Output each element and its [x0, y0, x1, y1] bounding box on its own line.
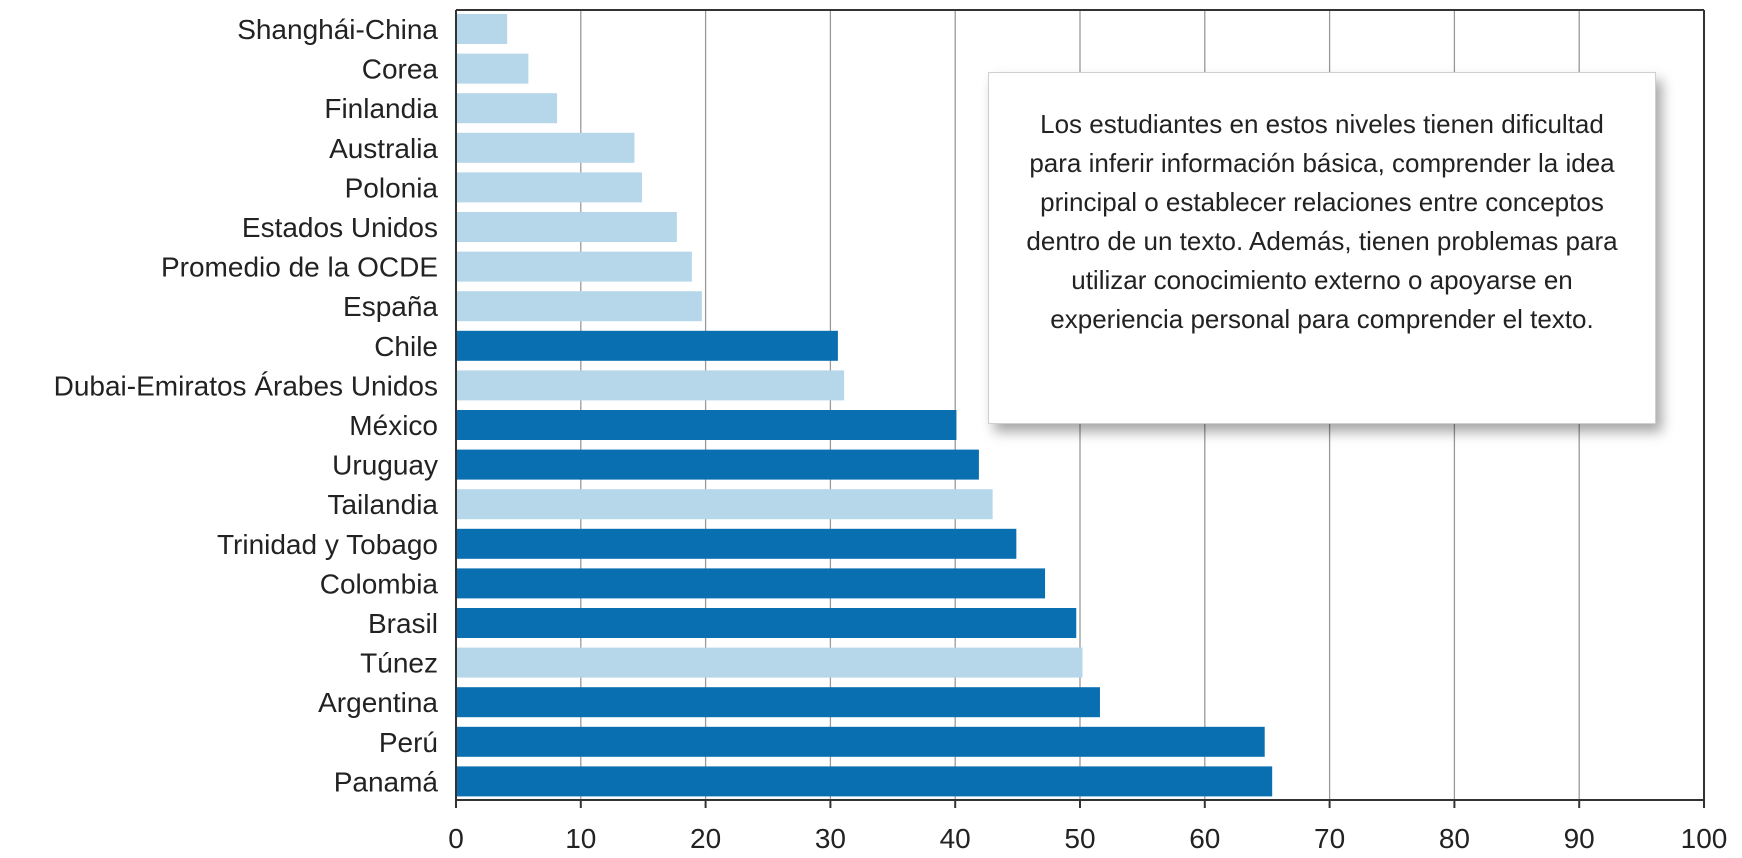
- category-label: Australia: [329, 133, 438, 164]
- category-labels: Shanghái-China Corea Finlandia Australia Pol…: [54, 14, 439, 797]
- callout-text: Los estudiantes en estos niveles tienen …: [1026, 109, 1618, 334]
- x-tick-label: 60: [1189, 823, 1220, 854]
- category-label: Finlandia: [324, 93, 438, 124]
- bar: [456, 647, 1083, 678]
- x-tick-label: 80: [1439, 823, 1470, 854]
- bar: [456, 766, 1273, 797]
- category-label: México: [349, 410, 438, 441]
- bar: [456, 330, 838, 361]
- bar: [456, 568, 1046, 599]
- category-label: Brasil: [368, 608, 438, 639]
- category-label: España: [343, 291, 438, 322]
- bar: [456, 726, 1265, 757]
- x-tick-label: 90: [1564, 823, 1595, 854]
- bar: [456, 172, 642, 203]
- x-tick-label: 40: [940, 823, 971, 854]
- bar: [456, 14, 508, 44]
- category-label: Shanghái-China: [237, 14, 438, 45]
- x-tick-label: 10: [565, 823, 596, 854]
- x-tick-label: 50: [1064, 823, 1095, 854]
- bars: [456, 14, 1273, 797]
- bar: [456, 449, 979, 480]
- bar: [456, 687, 1100, 718]
- category-label: Promedio de la OCDE: [161, 252, 438, 283]
- x-tick-label: 30: [815, 823, 846, 854]
- category-label: Corea: [362, 54, 439, 85]
- category-label: Túnez: [360, 648, 438, 679]
- category-label: Perú: [379, 727, 438, 758]
- x-tick-label: 70: [1314, 823, 1345, 854]
- bar: [456, 291, 702, 322]
- category-label: Estados Unidos: [242, 212, 438, 243]
- category-label: Chile: [374, 331, 438, 362]
- category-label: Dubai-Emiratos Árabes Unidos: [54, 370, 438, 401]
- bar: [456, 132, 635, 163]
- category-label: Argentina: [318, 687, 438, 718]
- category-label: Colombia: [320, 568, 439, 599]
- bar: [456, 608, 1077, 638]
- bar: [456, 410, 957, 440]
- bar: [456, 528, 1017, 559]
- bar: [456, 251, 692, 282]
- x-tick-label: 0: [448, 823, 464, 854]
- bar: [456, 93, 558, 124]
- category-label: Polonia: [345, 172, 439, 203]
- bar: [456, 53, 529, 84]
- category-label: Trinidad y Tobago: [217, 529, 438, 560]
- annotation-callout: Los estudiantes en estos niveles tienen …: [988, 72, 1656, 424]
- x-tick-label: 100: [1681, 823, 1728, 854]
- axes: [455, 9, 1705, 808]
- bar: [456, 370, 845, 401]
- category-label: Uruguay: [332, 450, 438, 481]
- category-label: Tailandia: [327, 489, 438, 520]
- x-tick-label: 20: [690, 823, 721, 854]
- bar: [456, 212, 677, 242]
- category-label: Panamá: [334, 766, 439, 797]
- bar: [456, 489, 993, 520]
- tick-labels: 0 10 20 30 40 50 60 70 80 90 100: [448, 823, 1727, 854]
